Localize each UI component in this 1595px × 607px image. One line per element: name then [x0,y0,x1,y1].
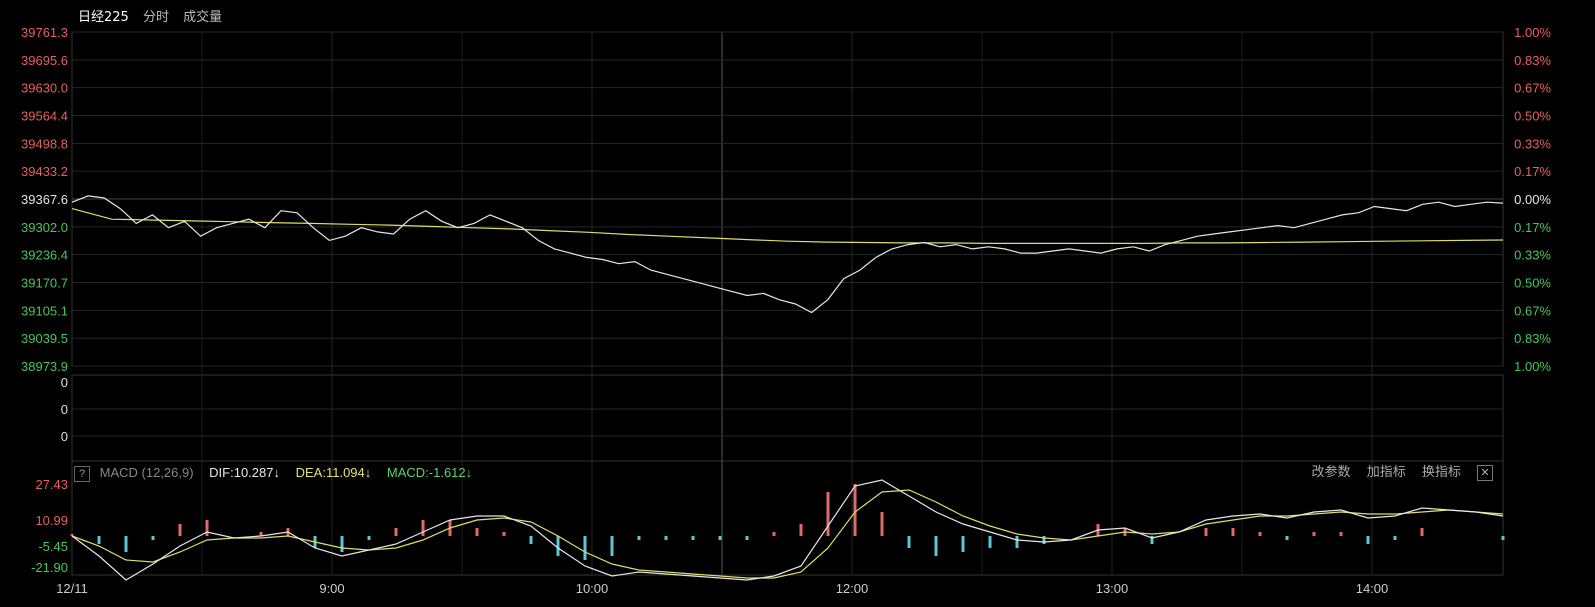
price-axis-label: 39433.2 [21,164,68,179]
time-axis-label: 13:00 [1096,581,1129,596]
pct-axis-label: 0.17% [1514,164,1551,179]
tab-volume[interactable]: 成交量 [183,10,223,25]
time-axis-label: 9:00 [319,581,344,596]
macd-axis-label: 27.43 [35,477,68,492]
pct-axis-label: 0.33% [1514,248,1551,263]
pct-axis-label: 0.50% [1514,276,1551,291]
price-axis-label: 39039.5 [21,331,68,346]
switch-indicator-button[interactable]: 换指标 [1421,465,1461,480]
macd-axis-label: -5.45 [38,539,68,554]
volume-axis-label: 0 [61,429,68,444]
change-params-button[interactable]: 改参数 [1311,465,1351,480]
tab-timeshare[interactable]: 分时 [142,10,169,25]
pct-axis-label: 0.17% [1514,220,1551,235]
price-axis-label: 39695.6 [21,53,68,68]
time-axis-label: 12:00 [836,581,869,596]
pct-axis-label: 1.00% [1514,359,1551,374]
index-name: 日经225 [78,10,129,25]
price-axis-label: 39498.8 [21,136,68,151]
price-axis-label: 39630.0 [21,81,68,96]
pct-axis-label: 0.33% [1514,136,1551,151]
volume-axis-label: 0 [61,402,68,417]
time-axis-label: 14:00 [1356,581,1389,596]
macd-tools: 改参数 加指标 换指标 ✕ [1300,463,1493,483]
macd-axis-label: 10.99 [35,513,68,528]
macd-axis-label: -21.90 [31,560,68,575]
price-axis-label: 39367.6 [21,192,68,207]
price-axis-label: 39564.4 [21,109,68,124]
time-axis-label: 10:00 [576,581,609,596]
price-axis-label: 39105.1 [21,303,68,318]
help-icon[interactable]: ? [74,465,90,482]
dea-line [71,489,1504,579]
pct-axis-label: 1.00% [1514,25,1551,40]
pct-axis-label: 0.67% [1514,303,1551,318]
chart-header: 日经225 分时 成交量 [78,8,232,28]
pct-axis-label: 0.83% [1514,53,1551,68]
dea-value: DEA:11.094↓ [295,465,372,480]
dif-value: DIF:10.287↓ [209,465,280,480]
pct-axis-label: 0.83% [1514,331,1551,346]
pct-axis-label: 0.50% [1514,109,1551,124]
price-axis-label: 39170.7 [21,276,68,291]
macd-header: ? MACD (12,26,9) DIF:10.287↓ DEA:11.094↓… [74,463,472,483]
price-axis-label: 38973.9 [21,359,68,374]
add-indicator-button[interactable]: 加指标 [1366,465,1406,480]
volume-panel-frame [71,374,1504,462]
pct-axis-label: 0.67% [1514,81,1551,96]
volume-axis-label: 0 [61,375,68,390]
time-axis-label: 12/11 [56,581,88,596]
price-axis-label: 39236.4 [21,248,68,263]
average-price-line [71,208,1504,244]
macd-value: MACD:-1.612↓ [386,465,473,480]
close-icon[interactable]: ✕ [1477,464,1493,481]
pct-axis-label: 0.00% [1514,192,1551,207]
macd-label: MACD (12,26,9) [99,465,194,480]
price-axis-label: 39761.3 [21,25,68,40]
price-line [71,195,1504,314]
dif-line [71,479,1504,581]
price-axis-label: 39302.0 [21,220,68,235]
